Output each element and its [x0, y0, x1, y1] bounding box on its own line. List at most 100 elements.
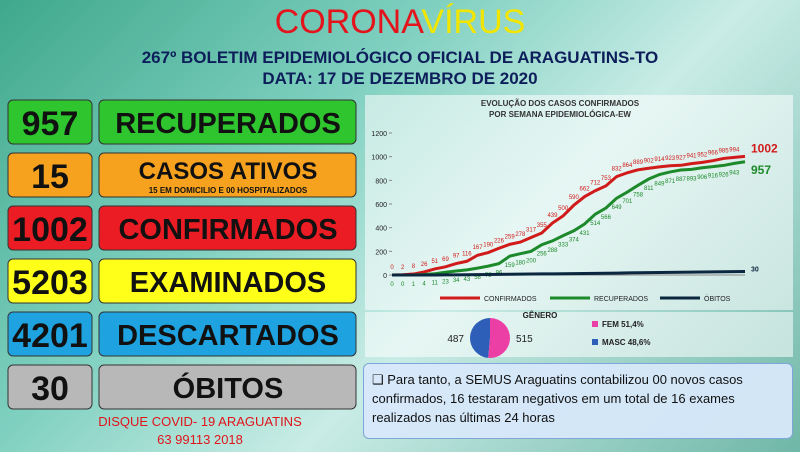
pie-title: GÊNERO: [523, 311, 558, 320]
stat-value: 1002: [12, 211, 88, 249]
data-label: 200: [526, 258, 537, 264]
legend-swatch: [592, 339, 598, 345]
value-box: [7, 152, 93, 198]
y-tick-label: 400: [375, 226, 387, 233]
chart-subtitle: POR SEMANA EPIDEMIOLÓGICA-EW: [489, 110, 631, 119]
data-label: 952: [697, 152, 708, 158]
data-label: 514: [590, 221, 601, 227]
stat-value: 4201: [12, 317, 88, 355]
stat-label: EXAMINADOS: [130, 267, 327, 299]
data-label: 864: [622, 163, 633, 169]
data-label: 500: [558, 206, 569, 212]
data-label: 26: [421, 262, 428, 268]
value-box: [7, 99, 93, 145]
data-label: 374: [569, 238, 580, 244]
value-box: [7, 205, 93, 251]
y-tick-label: 200: [375, 249, 387, 256]
title-part1: CORONA: [275, 3, 425, 41]
data-label: 333: [558, 243, 569, 249]
y-tick-label: 600: [375, 202, 387, 209]
y-tick-label: 800: [375, 178, 387, 185]
data-label: 23: [442, 279, 449, 285]
value-box: [7, 258, 93, 304]
data-label: 943: [729, 170, 740, 176]
data-label: 887: [676, 177, 687, 183]
y-tick-label: 1200: [371, 131, 387, 138]
data-label: 712: [590, 181, 601, 187]
label-box: [98, 311, 357, 357]
data-label: 355: [537, 223, 548, 229]
data-label: 278: [515, 232, 526, 238]
data-label: 159: [505, 263, 516, 269]
data-label: 0: [401, 282, 405, 288]
stat-value: 15: [31, 158, 69, 196]
data-label: 849: [654, 182, 665, 188]
subtitle: 267º BOLETIM EPIDEMIOLÓGICO OFICIAL DE A…: [142, 48, 659, 67]
data-label: 58: [474, 275, 481, 281]
data-label: 116: [462, 251, 472, 257]
data-label: 590: [569, 195, 580, 201]
label-box: [98, 99, 357, 145]
data-label: 566: [601, 215, 612, 221]
data-label: 11: [432, 281, 439, 287]
data-label: 832: [612, 167, 623, 173]
stat-label: ÓBITOS: [173, 371, 284, 405]
stat-value: 30: [31, 370, 69, 408]
legend-label: CONFIRMADOS: [484, 296, 537, 303]
data-label: 916: [708, 174, 719, 180]
data-label: 994: [729, 147, 740, 153]
data-label: 914: [654, 157, 665, 163]
data-label: 259: [505, 234, 516, 240]
data-label: 701: [622, 199, 633, 205]
legend-swatch: [592, 321, 598, 327]
end-label: 1002: [751, 141, 778, 155]
stat-label: CASOS ATIVOS: [139, 158, 318, 185]
series-line: [392, 160, 746, 277]
label-box: [98, 364, 357, 410]
data-label: 431: [580, 231, 591, 237]
data-label: 893: [687, 176, 698, 182]
data-label: 662: [580, 187, 591, 193]
series-line: [392, 269, 746, 277]
hotline: DISQUE COVID- 19 ARAGUATINS: [98, 414, 302, 429]
data-label: 966: [708, 151, 719, 157]
data-label: 226: [494, 238, 505, 244]
data-label: 926: [719, 172, 730, 178]
data-label: 889: [633, 160, 644, 166]
stat-note: 15 EM DOMICILIO E 00 HOSPITALIZADOS: [149, 186, 308, 195]
legend-label: FEM 51,4%: [602, 320, 644, 329]
gender-panel: [365, 312, 793, 357]
data-label: 923: [665, 156, 676, 162]
data-label: 190: [483, 243, 494, 249]
end-label: 30: [751, 266, 759, 273]
stat-label: DESCARTADOS: [117, 320, 339, 352]
data-label: 256: [537, 252, 548, 258]
stat-value: 5203: [12, 264, 88, 302]
data-label: 75: [485, 273, 492, 279]
data-label: 753: [601, 176, 612, 182]
data-label: 811: [644, 186, 654, 192]
stat-label: RECUPERADOS: [115, 108, 341, 140]
data-label: 871: [665, 179, 676, 185]
data-label: 0: [390, 265, 394, 271]
legend-label: MASC 48,6%: [602, 338, 650, 347]
legend-label: ÓBITOS: [704, 294, 731, 303]
data-label: 8: [412, 264, 416, 270]
y-tick-label: 1000: [371, 155, 387, 162]
date: DATA: 17 DE DEZEMBRO DE 2020: [262, 69, 537, 88]
data-label: 927: [676, 155, 687, 161]
data-label: 649: [612, 205, 623, 211]
note-box: ❑ Para tanto, a SEMUS Araguatins contabi…: [363, 363, 793, 439]
pie-label: 487: [447, 334, 464, 345]
data-label: 758: [633, 192, 644, 198]
data-label: 288: [547, 248, 558, 254]
data-label: 439: [547, 213, 558, 219]
label-box: [98, 205, 357, 251]
y-tick-label: 0: [383, 273, 387, 280]
title-part2: VÍRUS: [421, 3, 525, 41]
pie-slice: [488, 318, 511, 358]
data-label: 69: [442, 257, 449, 263]
label-box: [98, 258, 357, 304]
